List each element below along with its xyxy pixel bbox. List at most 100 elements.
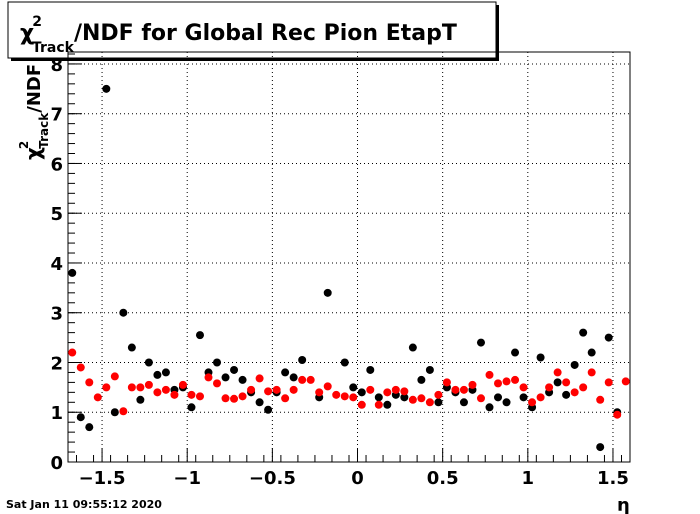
point — [425, 398, 434, 407]
point — [502, 377, 511, 386]
y-tick-label: 8 — [50, 55, 63, 76]
x-tick-label: −0.5 — [249, 468, 296, 489]
point — [68, 348, 77, 357]
point — [68, 268, 77, 277]
point — [596, 443, 605, 452]
point — [85, 423, 94, 432]
point — [213, 379, 222, 388]
point — [153, 370, 162, 379]
point — [264, 387, 273, 396]
y-tick-label: 7 — [50, 105, 63, 126]
point — [579, 328, 588, 337]
point — [221, 373, 230, 382]
point — [494, 379, 503, 388]
y-tick-label: 5 — [50, 204, 63, 225]
y-tick-label: 6 — [50, 154, 63, 175]
y-axis-label: χ2 Track/NDF — [17, 64, 51, 160]
point — [485, 403, 494, 412]
point — [221, 394, 230, 403]
point — [238, 375, 247, 384]
point — [230, 394, 239, 403]
point — [323, 288, 332, 297]
point — [76, 363, 85, 372]
point — [289, 385, 298, 394]
point — [76, 413, 85, 422]
point — [264, 405, 273, 414]
point — [136, 395, 145, 404]
point — [383, 388, 392, 397]
point — [519, 393, 528, 402]
point — [587, 348, 596, 357]
point — [357, 400, 366, 409]
point — [289, 373, 298, 382]
point — [238, 392, 247, 401]
point — [587, 368, 596, 377]
title-symbol: χ — [20, 21, 34, 46]
point — [383, 400, 392, 409]
y-tick-label: 4 — [50, 254, 63, 275]
point — [536, 393, 545, 402]
point — [553, 378, 562, 387]
point — [187, 403, 196, 412]
point — [476, 394, 485, 403]
point — [434, 390, 443, 399]
point — [425, 365, 434, 374]
point — [110, 372, 119, 381]
point — [119, 407, 128, 416]
point — [451, 385, 460, 394]
point — [195, 392, 204, 401]
point — [349, 383, 358, 392]
point — [161, 368, 170, 377]
point — [102, 383, 111, 392]
point — [315, 388, 324, 397]
point — [374, 393, 383, 402]
point — [127, 343, 136, 352]
point — [570, 388, 579, 397]
point — [442, 378, 451, 387]
point — [570, 360, 579, 369]
title-box — [7, 1, 497, 59]
point — [604, 378, 613, 387]
point — [127, 383, 136, 392]
point — [332, 390, 341, 399]
point — [545, 383, 554, 392]
point — [417, 394, 426, 403]
point — [621, 377, 630, 386]
point — [519, 383, 528, 392]
chart-title: χ2 Track/NDF for Global Rec Pion EtapT — [20, 14, 457, 56]
point — [281, 394, 290, 403]
point — [247, 385, 256, 394]
point — [187, 390, 196, 399]
point — [366, 365, 375, 374]
point — [562, 390, 571, 399]
x-tick-label: 0.5 — [427, 468, 459, 489]
x-tick-label: −1.5 — [79, 468, 126, 489]
point — [161, 385, 170, 394]
point — [178, 380, 187, 389]
point — [400, 387, 409, 396]
point — [323, 382, 332, 391]
point — [340, 358, 349, 367]
point — [85, 378, 94, 387]
point — [459, 398, 468, 407]
point — [408, 343, 417, 352]
x-tick-label: 1 — [522, 468, 535, 489]
point — [298, 375, 307, 384]
point — [281, 368, 290, 377]
y-tick-label: 0 — [50, 453, 63, 474]
point — [613, 410, 622, 419]
y-tick-label: 3 — [50, 304, 63, 325]
point — [468, 380, 477, 389]
point — [400, 393, 409, 402]
point — [170, 390, 179, 399]
point — [528, 398, 537, 407]
point — [153, 388, 162, 397]
point — [494, 393, 503, 402]
point — [476, 338, 485, 347]
title-sub: Track — [32, 40, 75, 56]
point — [213, 358, 222, 367]
point — [553, 368, 562, 377]
y-tick-label: 2 — [50, 353, 63, 374]
point — [298, 355, 307, 364]
